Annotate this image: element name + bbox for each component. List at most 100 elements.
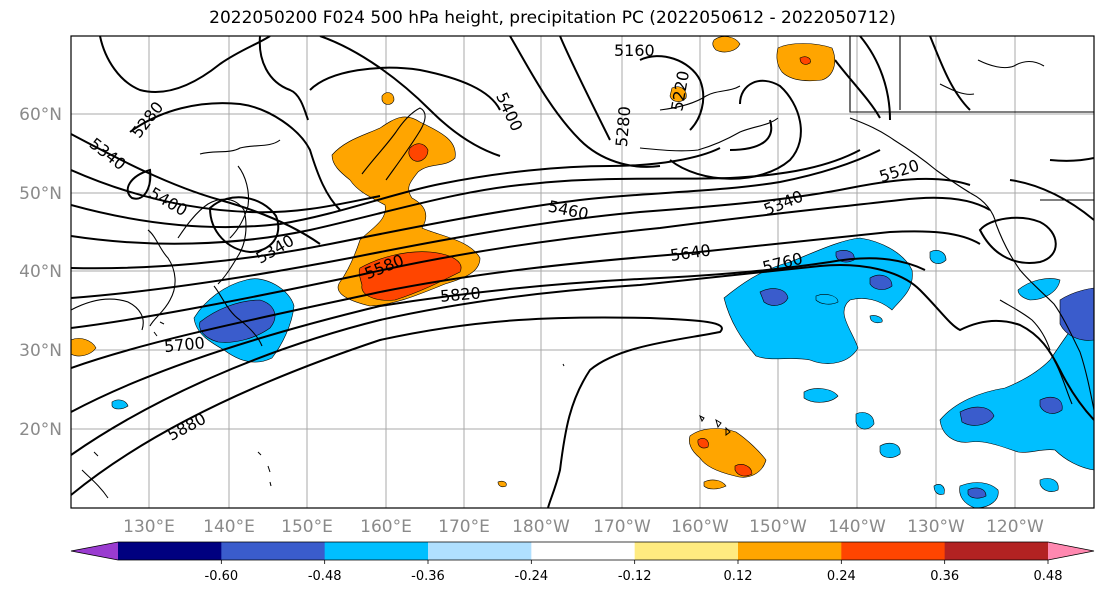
precip-area (703, 479, 727, 490)
map-title: 2022050200 F024 500 hPa height, precipit… (209, 8, 896, 28)
lon-label: 180°W (512, 517, 570, 537)
map-area (71, 36, 1094, 508)
colorbar-segment (221, 542, 326, 560)
colorbar-segment (944, 542, 1049, 560)
colorbar-segment (324, 542, 429, 560)
colorbar-segment (738, 542, 842, 560)
precip-area (933, 484, 945, 495)
precip-area (734, 464, 753, 477)
precip-area (199, 299, 276, 343)
lon-label: 150°E (281, 517, 333, 537)
contour-line (978, 216, 1057, 264)
precip-area (71, 338, 97, 357)
precip-area (939, 309, 1094, 471)
contour-line (129, 102, 341, 211)
contour-line (208, 196, 280, 254)
contour-line (834, 59, 881, 119)
contour-line (319, 36, 501, 157)
contour-line (71, 196, 991, 329)
colorbar-tick-label: -0.60 (205, 569, 239, 584)
contour-line (729, 119, 773, 151)
precip-area (967, 487, 987, 499)
colorbar-tick-label: -0.12 (618, 569, 652, 584)
contour-line (309, 66, 501, 111)
lat-labels: 60°N 50°N 40°N 30°N 20°N (19, 105, 62, 440)
colorbar-tick-label: 0.36 (930, 569, 959, 584)
precip-area (358, 251, 462, 301)
precip-area (381, 92, 395, 105)
contour-line (639, 55, 705, 131)
precip-area (855, 412, 875, 430)
contour-label: 5700 (163, 333, 205, 356)
colorbar-segment (531, 542, 636, 560)
precip-area (689, 428, 767, 478)
lon-label: 160°W (671, 517, 729, 537)
colorbar-tick-label: -0.48 (308, 569, 342, 584)
islands (81, 321, 731, 499)
colorbar-tick-label: 0.24 (827, 569, 856, 584)
colorbar-outline (70, 541, 1095, 561)
contour-line (859, 36, 891, 121)
contour-label: 5820 (439, 283, 481, 305)
precip-positive-areas (71, 36, 835, 490)
colorbar-extend-low (71, 542, 118, 560)
lat-label: 20°N (19, 420, 62, 440)
contour-label: 5280 (612, 105, 634, 147)
lat-label: 60°N (19, 105, 62, 125)
colorbar: -0.60 -0.48 -0.36 -0.24 -0.12 0.12 0.24 0.36 0.4… (70, 541, 1095, 584)
colorbar-tick-label: -0.24 (515, 569, 549, 584)
contour-line (1009, 179, 1094, 221)
contour-line (71, 230, 981, 369)
contour-line (509, 36, 661, 168)
precip-area (1039, 478, 1059, 492)
colorbar-tick-label: 0.48 (1034, 569, 1063, 584)
colorbar-tick-label: -0.36 (411, 569, 445, 584)
colorbar-segment (118, 542, 222, 560)
contour-line (126, 168, 152, 200)
lon-labels: 130°E 140°E 150°E 160°E 170°E 180°W 170°… (123, 517, 1044, 537)
precip-area (869, 274, 893, 290)
precip-area (1059, 287, 1094, 341)
lon-label: 160°E (360, 517, 412, 537)
lon-label: 120°W (986, 517, 1044, 537)
precip-area (1039, 397, 1063, 414)
lat-label: 50°N (19, 184, 62, 204)
contour-line (99, 36, 271, 93)
lon-label: 170°E (438, 517, 490, 537)
contour-line (1049, 157, 1094, 162)
precip-area (879, 442, 901, 458)
colorbar-extend-high (1048, 542, 1094, 560)
lat-label: 40°N (19, 262, 62, 282)
contour-label: 5160 (614, 41, 655, 60)
contour-line (71, 133, 321, 245)
precip-area (959, 406, 995, 426)
contour-line (71, 169, 381, 214)
precip-area (408, 143, 429, 162)
colorbar-segment (841, 542, 946, 560)
precip-area (803, 388, 839, 403)
contour-line (559, 36, 611, 141)
contour-line (258, 36, 309, 121)
contour-line (71, 316, 723, 508)
contour-line (71, 177, 971, 299)
contour-line (71, 149, 881, 270)
colorbar-tick-label: 0.12 (724, 569, 753, 584)
precip-area (815, 294, 839, 305)
colorbar-segment (634, 542, 739, 560)
colorbar-segment (428, 542, 532, 560)
contour-line (71, 264, 1094, 456)
lat-label: 30°N (19, 341, 62, 361)
precip-area (669, 86, 687, 102)
lon-label: 130°E (123, 517, 175, 537)
precip-area (111, 399, 129, 410)
lon-label: 140°E (203, 517, 255, 537)
precip-area (929, 250, 947, 264)
precip-area (712, 36, 741, 53)
contour-line (71, 257, 926, 413)
precip-area (497, 480, 507, 488)
precip-area (697, 438, 709, 449)
precip-area (869, 315, 883, 324)
precip-area (799, 56, 811, 65)
contour-line (929, 36, 971, 111)
